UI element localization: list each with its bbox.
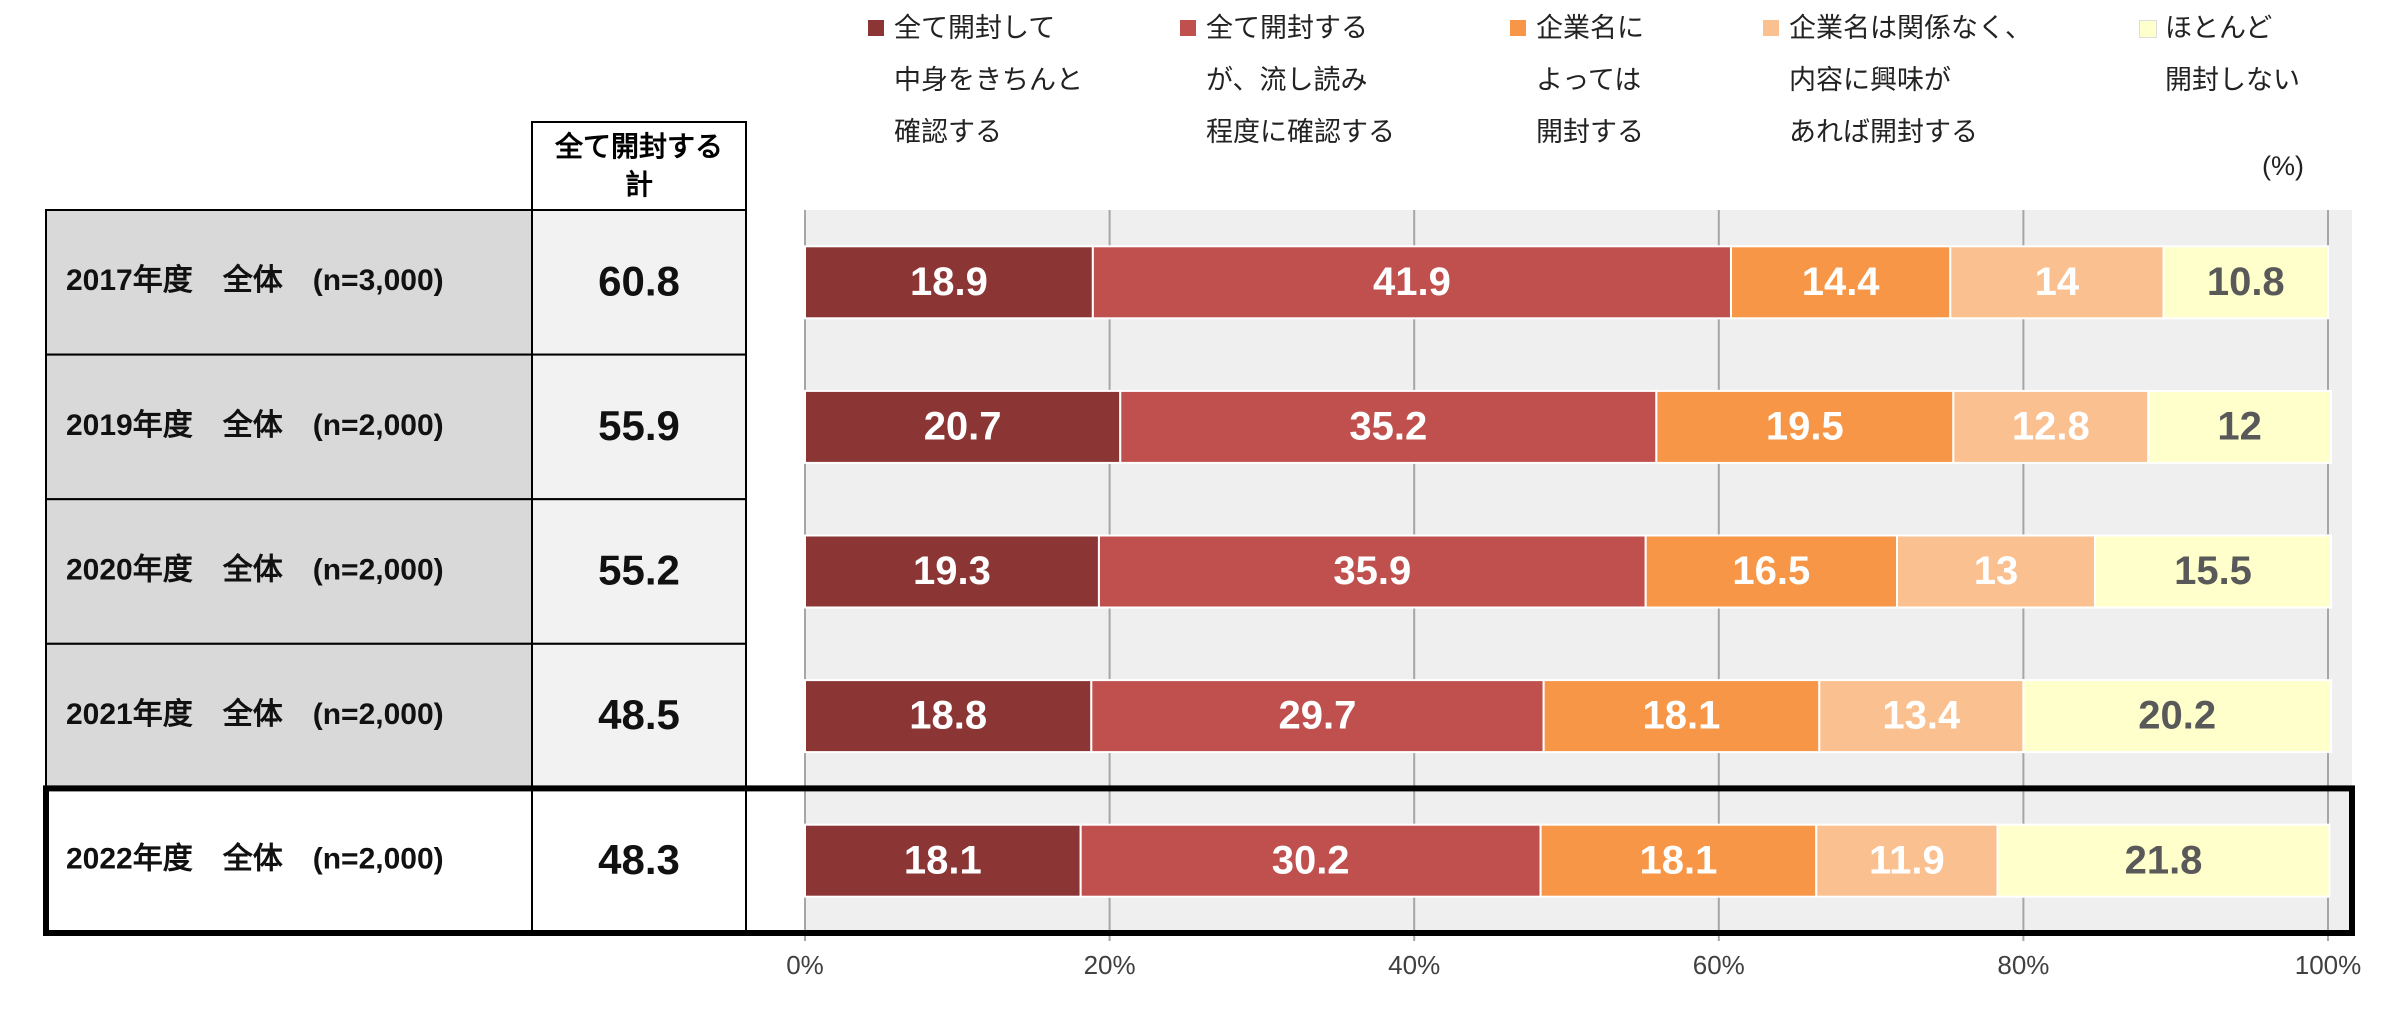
value-label: 30.2	[1272, 838, 1350, 882]
bar-segment	[1091, 245, 1732, 320]
value-label: 18.9	[910, 260, 988, 304]
value-label: 29.7	[1279, 694, 1357, 738]
value-label: 41.9	[1373, 260, 1451, 304]
x-tick-label: 80%	[1997, 950, 2049, 980]
legend-label: 全て開封する が、流し読み 程度に確認する	[1206, 13, 1395, 147]
x-tick-label: 40%	[1388, 950, 1440, 980]
bar-segment	[1539, 823, 1818, 898]
value-label: 35.2	[1349, 404, 1427, 448]
legend-label: 企業名は関係なく、 内容に興味が あれば開封する	[1789, 13, 2032, 147]
bar-segment	[1818, 679, 2025, 754]
legend-swatch	[1510, 20, 1526, 36]
bar-segment	[1097, 534, 1647, 609]
bar-segment	[1815, 823, 1999, 898]
bar-segment	[1119, 389, 1658, 464]
bar-segment	[804, 389, 1122, 464]
bar-segment	[1542, 679, 1821, 754]
value-label: 20.2	[2138, 694, 2216, 738]
total-header: 全て開封する 計	[554, 131, 723, 200]
x-tick-label: 20%	[1084, 950, 1136, 980]
value-label: 11.9	[1869, 838, 1945, 882]
value-label: 20.7	[924, 404, 1002, 448]
row-label: 2021年度 全体 (n=2,000)	[66, 697, 444, 731]
total-cell	[531, 642, 747, 790]
total-value: 60.8	[598, 257, 680, 304]
row-label-cell	[45, 498, 533, 645]
bar-segment	[2162, 245, 2330, 320]
bar-segment	[1729, 245, 1952, 320]
total-value: 55.2	[598, 547, 680, 594]
legend-swatch	[868, 20, 884, 36]
total-cell	[531, 498, 747, 645]
value-label: 13.4	[1882, 694, 1961, 738]
value-label: 21.8	[2125, 838, 2203, 882]
value-label: 18.8	[909, 694, 987, 738]
legend-label: 企業名に よっては 開封する	[1536, 13, 1644, 147]
value-label: 19.5	[1766, 404, 1844, 448]
value-label: 14.4	[1802, 260, 1881, 304]
row-label-cell	[45, 642, 533, 790]
bar-segment	[1079, 823, 1542, 898]
total-value: 48.5	[598, 691, 680, 738]
row-label-cell	[45, 353, 533, 501]
value-label: 13	[1974, 549, 2019, 593]
x-tick-label: 0%	[786, 950, 824, 980]
header-cell	[531, 121, 747, 211]
unit-label: (%)	[2262, 151, 2304, 181]
value-label: 10.8	[2207, 260, 2285, 304]
bar-segment	[1090, 679, 1545, 754]
legend-swatch	[1180, 20, 1196, 36]
total-cell	[531, 353, 747, 501]
value-label: 15.5	[2174, 549, 2252, 593]
value-label: 12.8	[2012, 404, 2090, 448]
bar-segment	[2147, 389, 2333, 464]
bar-segment	[804, 823, 1082, 898]
bar-segment	[2093, 534, 2333, 609]
value-label: 19.3	[913, 549, 991, 593]
value-label: 18.1	[1640, 838, 1718, 882]
total-value: 55.9	[598, 402, 680, 449]
bar-segment	[1644, 534, 1898, 609]
legend-label: 全て開封して 中身をきちんと 確認する	[894, 13, 1083, 147]
row-label: 2020年度 全体 (n=2,000)	[66, 552, 444, 586]
highlight-box	[43, 785, 2355, 937]
bar-segment	[1952, 389, 2150, 464]
bar-segment	[804, 245, 1094, 320]
legend-swatch	[2139, 20, 2157, 38]
bar-segment	[804, 534, 1100, 609]
bar-segment	[1996, 823, 2331, 898]
legend-swatch	[1763, 20, 1779, 36]
row-label: 2019年度 全体 (n=2,000)	[66, 408, 444, 442]
bar-segment	[1949, 245, 2165, 320]
bar-segment	[2022, 679, 2333, 754]
row-label: 2017年度 全体 (n=3,000)	[66, 263, 444, 297]
total-value: 48.3	[598, 836, 680, 883]
value-label: 12	[2217, 404, 2262, 448]
value-label: 18.1	[904, 838, 982, 882]
value-label: 35.9	[1333, 549, 1411, 593]
legend-label: ほとんど 開封しない	[2165, 13, 2300, 95]
value-label: 16.5	[1732, 549, 1810, 593]
value-label: 14	[2035, 260, 2080, 304]
value-label: 18.1	[1643, 694, 1721, 738]
x-tick-label: 100%	[2295, 950, 2362, 980]
x-tick-label: 60%	[1693, 950, 1745, 980]
bar-segment	[804, 679, 1093, 754]
row-label: 2022年度 全体 (n=2,000)	[66, 842, 444, 876]
